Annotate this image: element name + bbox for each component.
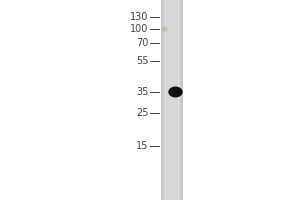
- Text: 70: 70: [136, 38, 148, 48]
- Ellipse shape: [162, 26, 168, 31]
- Text: 55: 55: [136, 56, 148, 66]
- Text: 100: 100: [130, 24, 148, 34]
- Text: 130: 130: [130, 12, 148, 22]
- Text: 35: 35: [136, 87, 148, 97]
- Text: 15: 15: [136, 141, 148, 151]
- Bar: [164, 0, 180, 200]
- Ellipse shape: [168, 86, 183, 98]
- Text: 25: 25: [136, 108, 148, 118]
- Bar: [160, 0, 183, 200]
